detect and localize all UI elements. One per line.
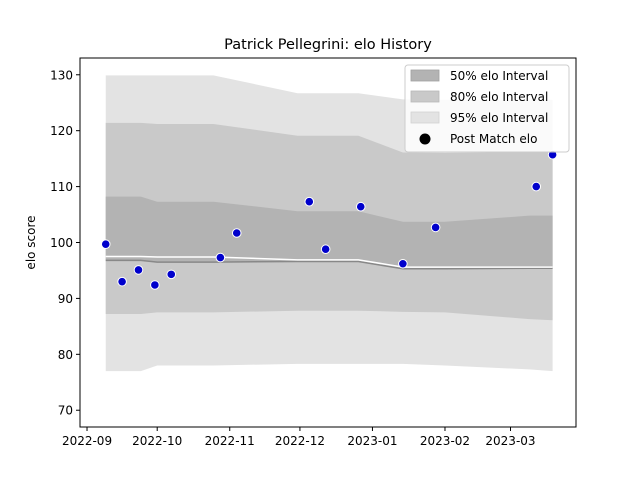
data-point-9 — [355, 201, 366, 212]
data-point-8 — [320, 244, 331, 255]
legend-frame — [404, 64, 570, 153]
y-tick-label: 70 — [58, 404, 73, 418]
y-tick-label: 90 — [58, 292, 73, 306]
data-point-2 — [133, 265, 144, 275]
band-0 — [105, 196, 553, 269]
data-point-5 — [215, 252, 226, 263]
data-point-0 — [100, 239, 111, 249]
y-tick-label: 120 — [50, 124, 73, 138]
data-point-11 — [430, 222, 441, 233]
y-tick-label: 100 — [50, 236, 73, 250]
estimate-lines — [105, 255, 553, 270]
post-match-points — [100, 149, 558, 290]
data-point-12 — [531, 181, 542, 192]
y-tick-label: 130 — [50, 68, 73, 82]
legend-label-80: 80% elo Interval — [450, 90, 548, 104]
chart-title: Patrick Pellegrini: elo History — [224, 37, 432, 53]
data-point-3 — [150, 280, 160, 290]
legend: 50% elo Interval 80% elo Interval 95% el… — [404, 64, 570, 153]
legend-swatch-95 — [410, 111, 440, 124]
x-tick-label: 2022-12 — [275, 434, 325, 448]
median-line — [105, 259, 553, 270]
legend-swatch-50 — [410, 69, 440, 82]
x-tick-label: 2022-09 — [62, 434, 112, 448]
x-tick-label: 2022-11 — [205, 434, 255, 448]
x-axis: 2022-09 2022-10 2022-11 2022-12 2023-01 2023-… — [62, 427, 536, 448]
legend-label-50: 50% elo Interval — [450, 69, 548, 83]
y-axis-label: elo score — [24, 215, 38, 269]
x-tick-label: 2022-10 — [132, 434, 182, 448]
y-tick-label: 80 — [58, 348, 73, 362]
data-point-1 — [117, 276, 127, 287]
legend-label-95: 95% elo Interval — [450, 111, 548, 125]
x-tick-label: 2023-02 — [420, 434, 470, 448]
y-axis: 70 80 90 100 110 120 130 — [50, 68, 80, 418]
data-point-7 — [304, 196, 315, 207]
x-tick-label: 2023-01 — [347, 434, 397, 448]
legend-label-post-match: Post Match elo — [450, 132, 537, 146]
mean-line — [105, 255, 553, 268]
data-point-10 — [398, 258, 408, 269]
x-tick-label: 2023-03 — [485, 434, 535, 448]
legend-marker-post-match — [419, 133, 431, 145]
data-point-4 — [166, 269, 177, 280]
y-tick-label: 110 — [50, 180, 73, 194]
data-point-6 — [231, 228, 242, 238]
legend-swatch-80 — [410, 90, 440, 103]
